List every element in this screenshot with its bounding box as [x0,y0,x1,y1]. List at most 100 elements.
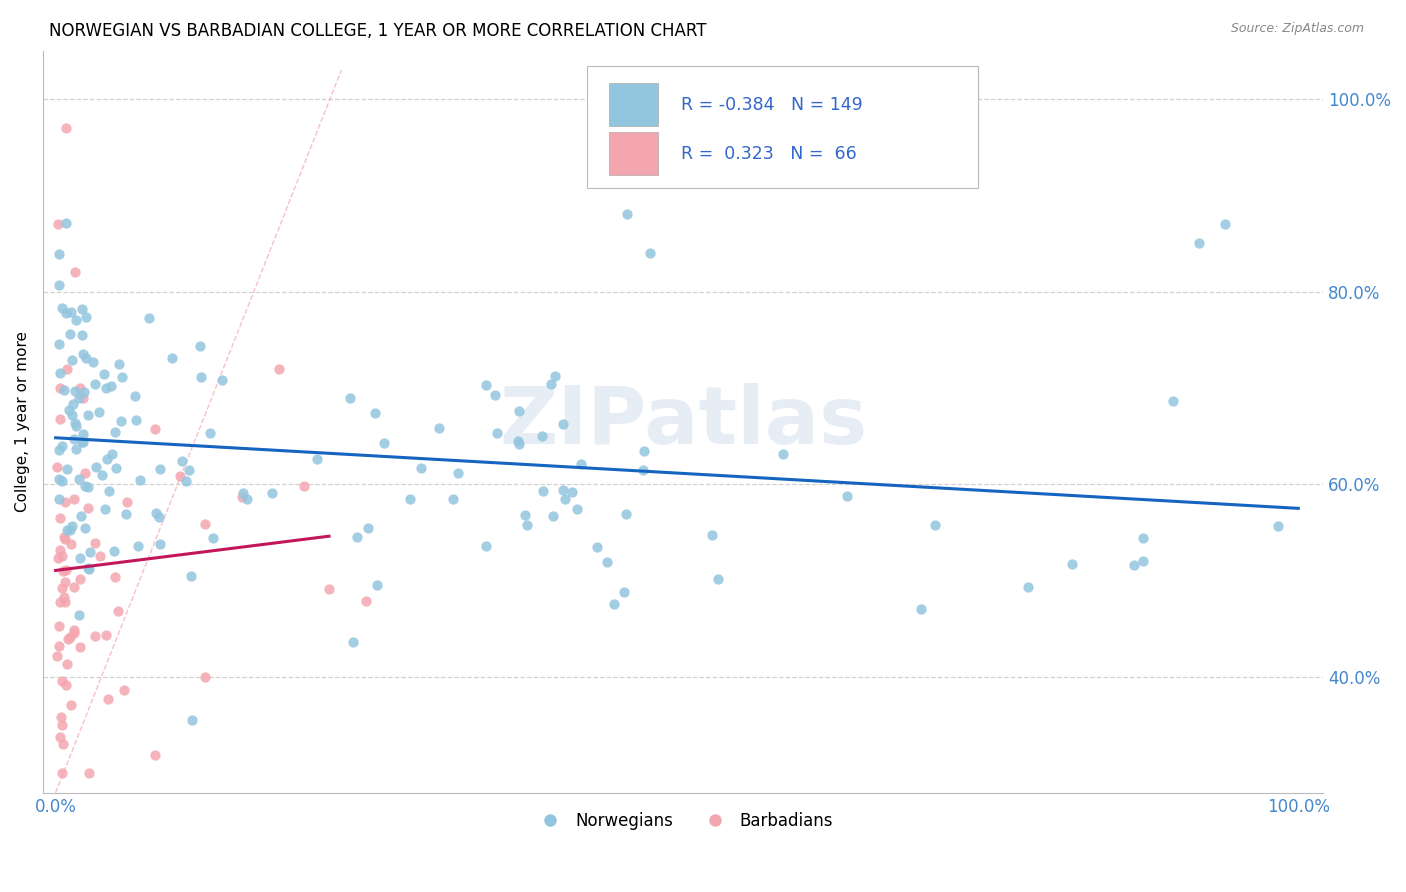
Point [84,536,107,550]
Point [65,417,87,431]
Point [200,425,222,440]
Point [145,506,167,520]
Point [638,246,661,260]
Point [565,502,588,516]
Point [93,367,115,381]
Point [63,491,86,506]
Point [51,439,73,453]
Point [1163,393,1185,408]
Point [307,451,329,466]
Point [56,361,79,376]
Point [70,434,93,449]
Point [1123,558,1146,573]
Point [83,377,105,392]
Point [169,469,191,483]
FancyBboxPatch shape [588,65,977,188]
Text: NORWEGIAN VS BARBADIAN COLLEGE, 1 YEAR OR MORE CORRELATION CHART: NORWEGIAN VS BARBADIAN COLLEGE, 1 YEAR O… [49,22,707,40]
Point [631,463,654,477]
Point [262,486,284,500]
Point [52,738,75,752]
Point [115,507,138,521]
Point [67,391,90,405]
Point [72,427,94,442]
Point [52,564,75,578]
Point [48,619,70,633]
Point [170,454,193,468]
Point [46,551,69,566]
Point [69,572,91,586]
Point [540,376,562,391]
Point [51,766,73,780]
Point [96,452,118,467]
Point [180,569,202,583]
Point [1188,236,1211,251]
Point [62,397,84,411]
Point [569,458,592,472]
Point [484,388,506,402]
Point [149,537,172,551]
Point [409,461,432,475]
Point [616,207,638,221]
Point [232,485,254,500]
Point [58,632,80,646]
Point [91,467,114,482]
Point [69,640,91,654]
Point [72,328,94,343]
Point [586,540,609,554]
Point [446,466,468,480]
Point [56,523,79,537]
Point [596,555,619,569]
Point [1060,557,1083,571]
Point [211,373,233,387]
Bar [609,132,658,176]
Point [55,563,77,577]
Point [149,461,172,475]
Point [194,670,217,684]
Point [59,630,82,644]
Point [506,434,529,448]
Point [129,473,152,487]
Point [441,492,464,507]
Point [1267,518,1289,533]
Y-axis label: College, 1 year or more: College, 1 year or more [15,331,30,512]
Point [103,425,125,439]
Point [49,710,72,724]
Point [516,518,538,533]
Point [235,492,257,507]
Point [53,495,76,509]
Point [55,216,77,230]
Point [174,474,197,488]
Point [530,428,553,442]
Point [48,442,70,457]
Point [65,419,87,434]
Point [551,417,574,432]
Point [75,310,97,324]
Point [112,683,135,698]
Point [561,485,583,500]
Point [160,351,183,365]
Text: R =  0.323   N =  66: R = 0.323 N = 66 [681,145,856,163]
Point [707,572,730,586]
Point [179,463,201,477]
Point [59,698,82,712]
Point [70,301,93,316]
Point [73,466,96,480]
Point [910,602,932,616]
Text: Source: ZipAtlas.com: Source: ZipAtlas.com [1230,22,1364,36]
Point [508,437,530,451]
Point [1017,580,1039,594]
Point [508,404,530,418]
Point [77,766,100,780]
Point [190,370,212,384]
Bar [609,83,658,127]
Point [364,406,387,420]
Point [924,517,946,532]
Point [104,460,127,475]
Point [111,370,134,384]
Point [616,508,638,522]
Point [108,357,131,371]
Legend: Norwegians, Barbadians: Norwegians, Barbadians [527,805,839,837]
Point [97,692,120,706]
Point [107,604,129,618]
Point [51,549,73,563]
